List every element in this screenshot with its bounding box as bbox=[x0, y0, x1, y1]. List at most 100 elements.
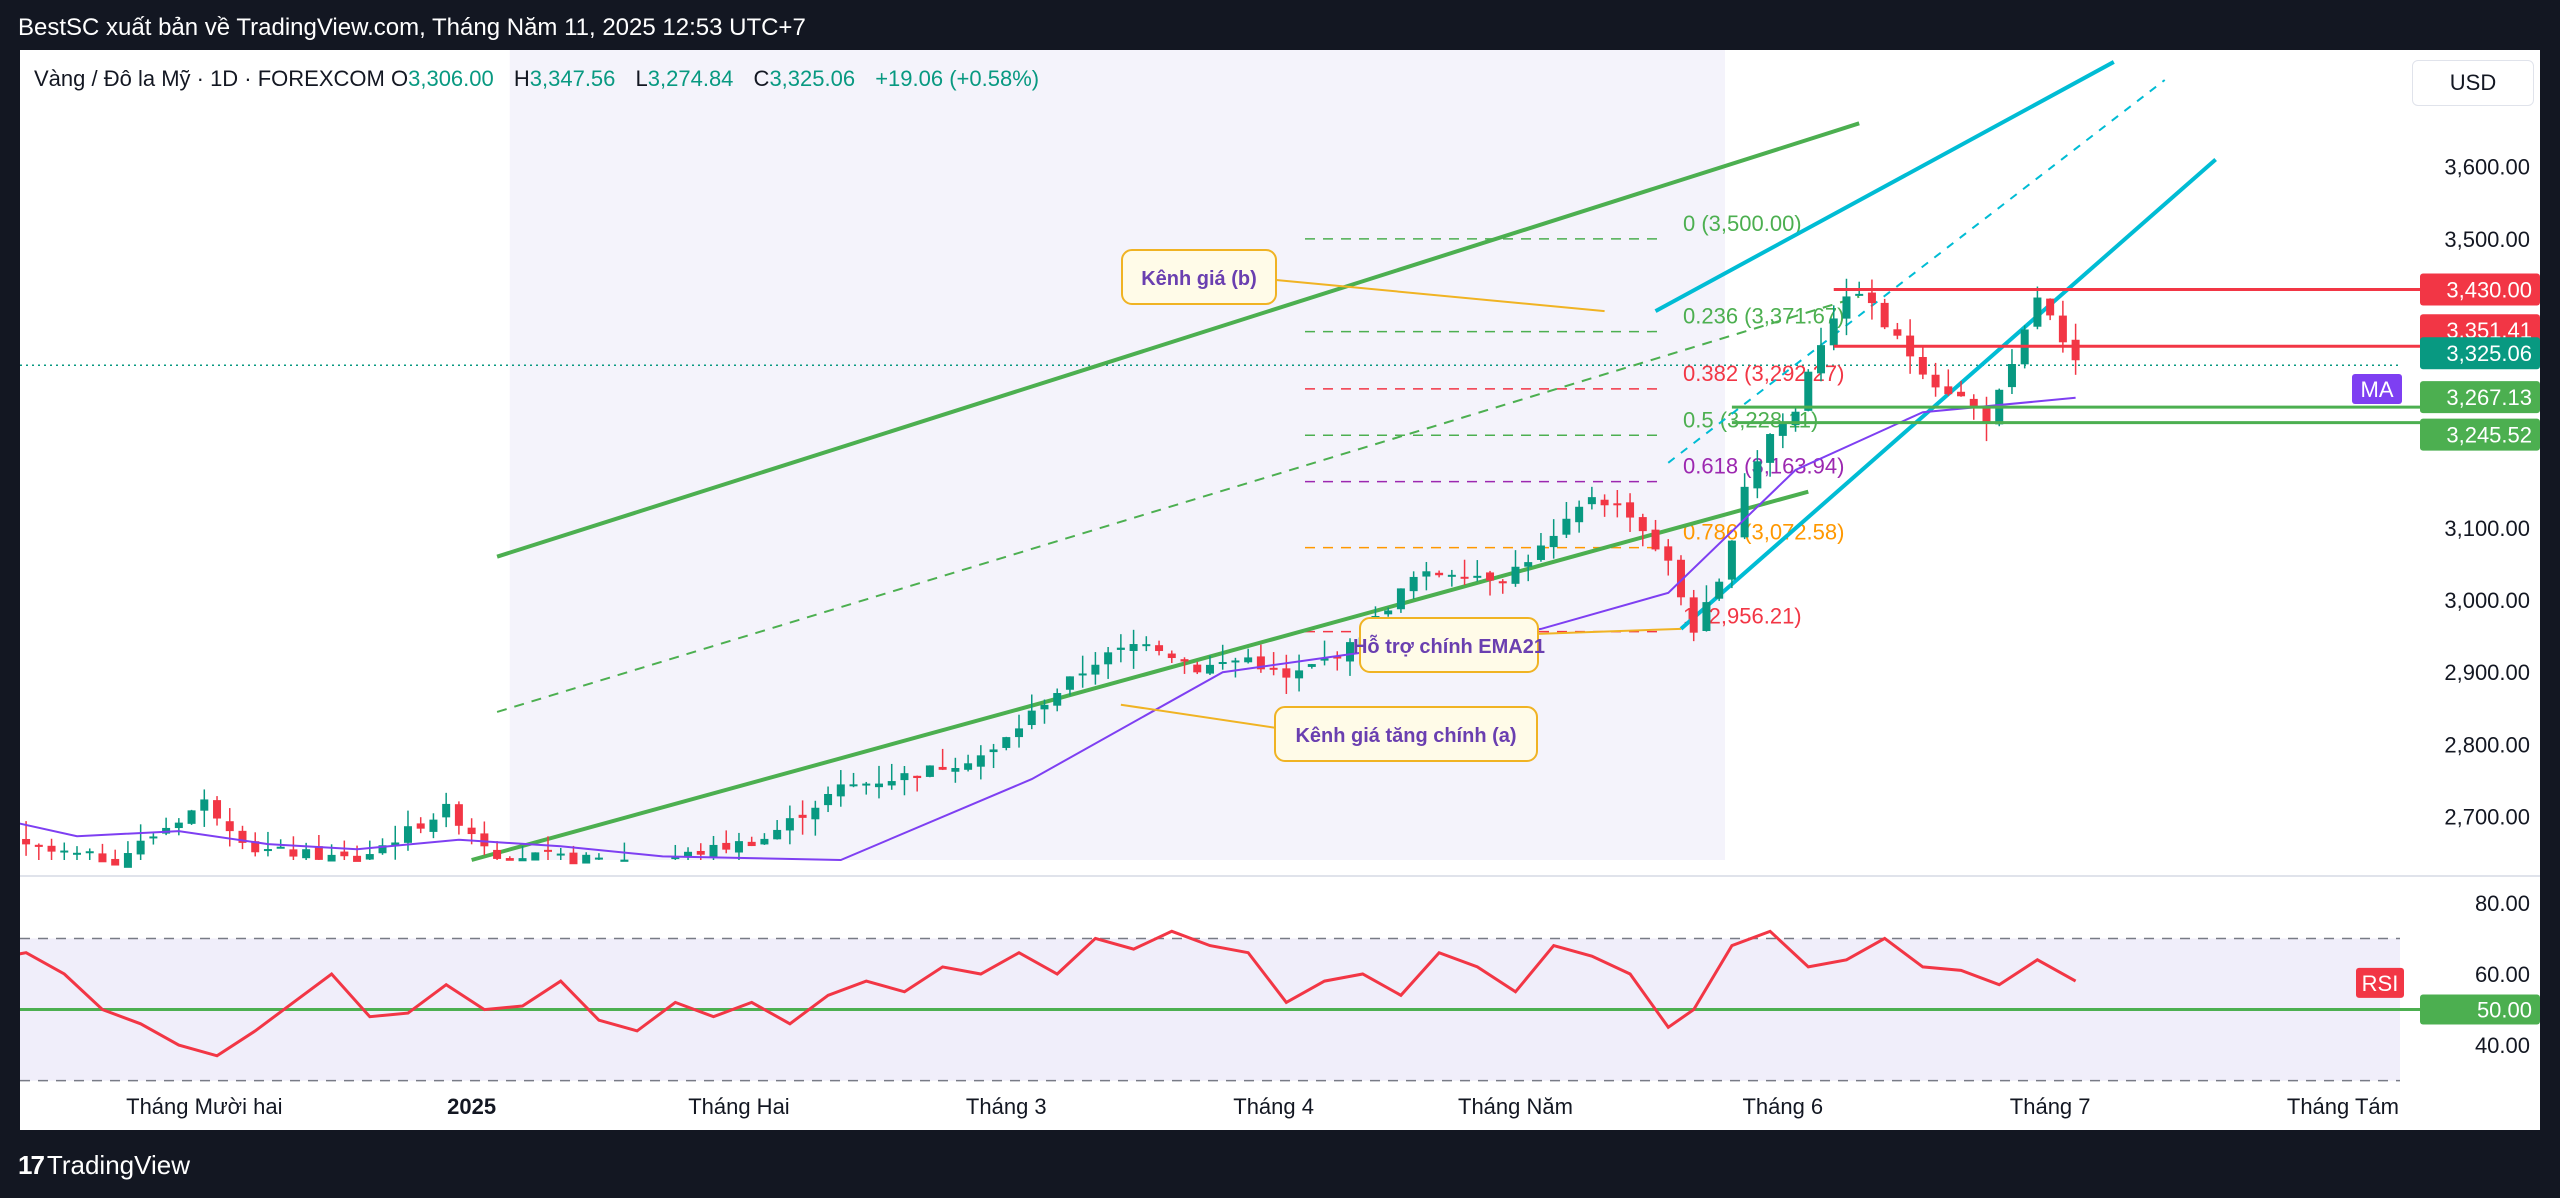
rsi-badge-text: RSI bbox=[2362, 971, 2399, 996]
level-tag[interactable]: 3,245.52 bbox=[2420, 418, 2540, 451]
close-value: 3,325.06 bbox=[769, 66, 856, 91]
candle bbox=[123, 853, 132, 868]
candle bbox=[1982, 405, 1991, 424]
tradingview-logo[interactable]: 17 TradingView bbox=[18, 1150, 190, 1181]
open-value: 3,306.00 bbox=[408, 66, 494, 91]
chart-panel[interactable]: 0 (3,500.00) 0.236 (3,371.67) 0.382 (3,292… bbox=[20, 50, 2540, 1130]
candle bbox=[887, 781, 896, 786]
candle bbox=[1880, 302, 1889, 328]
candle bbox=[1791, 411, 1800, 426]
candle bbox=[1600, 499, 1609, 506]
low-value: 3,274.84 bbox=[647, 66, 734, 91]
candle bbox=[85, 851, 94, 854]
annotation-text: Kênh giá (b) bbox=[1141, 268, 1257, 290]
candle bbox=[238, 830, 247, 843]
candle bbox=[416, 823, 425, 829]
candle bbox=[1142, 644, 1151, 647]
candle bbox=[1167, 653, 1176, 659]
chart-canvas[interactable]: 0 (3,500.00)0.236 (3,371.67)0.382 (3,292… bbox=[20, 50, 2540, 1130]
annotation-pointer bbox=[1120, 703, 1291, 731]
time-tick-label: Tháng 4 bbox=[1233, 1094, 1314, 1119]
level-tag[interactable]: 3,430.00 bbox=[2420, 273, 2540, 306]
candle bbox=[1778, 423, 1787, 436]
candle bbox=[1333, 656, 1342, 659]
currency-button[interactable]: USD bbox=[2412, 60, 2534, 106]
candle bbox=[1078, 673, 1087, 676]
candle bbox=[1549, 535, 1558, 548]
price-tick-label: 2,800.00 bbox=[2444, 732, 2530, 757]
rsi-tick-label: 40.00 bbox=[2475, 1033, 2530, 1058]
time-tick-label: 2025 bbox=[447, 1094, 496, 1119]
annotation-pointer bbox=[1275, 279, 1605, 313]
candle bbox=[225, 821, 234, 832]
level-tag-text: 3,245.52 bbox=[2446, 423, 2532, 448]
candle bbox=[1867, 292, 1876, 304]
symbol-title[interactable]: Vàng / Đô la Mỹ · 1D · FOREXCOM bbox=[34, 66, 385, 91]
ma-badge[interactable]: MA bbox=[2352, 374, 2402, 404]
candle bbox=[1027, 710, 1036, 726]
level-tag[interactable]: 3,267.13 bbox=[2420, 381, 2540, 414]
candle bbox=[263, 849, 272, 852]
candle bbox=[1091, 664, 1100, 675]
high-label: H bbox=[513, 66, 530, 91]
candle bbox=[938, 766, 947, 770]
candle bbox=[696, 850, 705, 855]
candle bbox=[620, 859, 629, 862]
candle bbox=[1715, 581, 1724, 599]
candle bbox=[1180, 659, 1189, 662]
candle bbox=[1486, 572, 1495, 581]
rsi-badge[interactable]: RSI bbox=[2356, 967, 2404, 998]
candle bbox=[544, 849, 553, 852]
candle bbox=[1155, 645, 1164, 652]
candle bbox=[493, 849, 502, 859]
candle bbox=[874, 783, 883, 788]
rsi-level-tag-text: 50.00 bbox=[2477, 998, 2532, 1023]
candle bbox=[353, 855, 362, 862]
candle bbox=[1498, 581, 1507, 584]
candle bbox=[1562, 518, 1571, 535]
candle bbox=[34, 844, 43, 847]
candle bbox=[2007, 364, 2016, 388]
candle bbox=[111, 858, 120, 866]
last-price-tag[interactable]: 3,325.06 bbox=[2420, 337, 2540, 370]
candle bbox=[1435, 572, 1444, 576]
candle bbox=[913, 775, 922, 779]
candle bbox=[824, 793, 833, 806]
rsi-line bbox=[20, 929, 2077, 1058]
candle bbox=[1218, 662, 1227, 665]
time-tick-label: Tháng 3 bbox=[966, 1094, 1047, 1119]
candle bbox=[1116, 647, 1125, 650]
candle bbox=[1396, 588, 1405, 610]
annotation-text: Kênh giá tăng chính (a) bbox=[1295, 725, 1516, 747]
ma-line bbox=[20, 396, 2076, 862]
candle bbox=[1676, 559, 1685, 598]
candle bbox=[747, 841, 756, 847]
symbol-header[interactable]: Vàng / Đô la Mỹ · 1D · FOREXCOM O3,306.0… bbox=[34, 66, 1053, 92]
candle bbox=[1587, 497, 1596, 505]
candle bbox=[1727, 540, 1736, 580]
time-tick-label: Tháng Tám bbox=[2287, 1094, 2399, 1119]
candle bbox=[98, 853, 107, 863]
candle bbox=[365, 854, 374, 860]
candle bbox=[811, 807, 820, 820]
rsi-badge-bg bbox=[2356, 967, 2404, 998]
candle bbox=[1244, 657, 1253, 663]
candle bbox=[1969, 398, 1978, 408]
footer: 17 TradingView bbox=[0, 1130, 2560, 1198]
candle bbox=[1447, 574, 1456, 577]
candle bbox=[722, 842, 731, 850]
candle bbox=[2046, 298, 2055, 316]
close-label: C bbox=[753, 66, 770, 91]
candle bbox=[1651, 529, 1660, 550]
candle bbox=[1422, 571, 1431, 577]
candle bbox=[1957, 391, 1966, 397]
publish-info: BestSC xuất bản về TradingView.com, Thán… bbox=[18, 14, 806, 41]
candle bbox=[1295, 670, 1304, 679]
candle bbox=[73, 852, 81, 855]
candle bbox=[569, 852, 578, 865]
candle bbox=[1817, 345, 1826, 374]
candle bbox=[1346, 642, 1354, 662]
candle bbox=[1638, 517, 1647, 532]
low-label: L bbox=[635, 66, 648, 91]
candle bbox=[1511, 566, 1520, 584]
